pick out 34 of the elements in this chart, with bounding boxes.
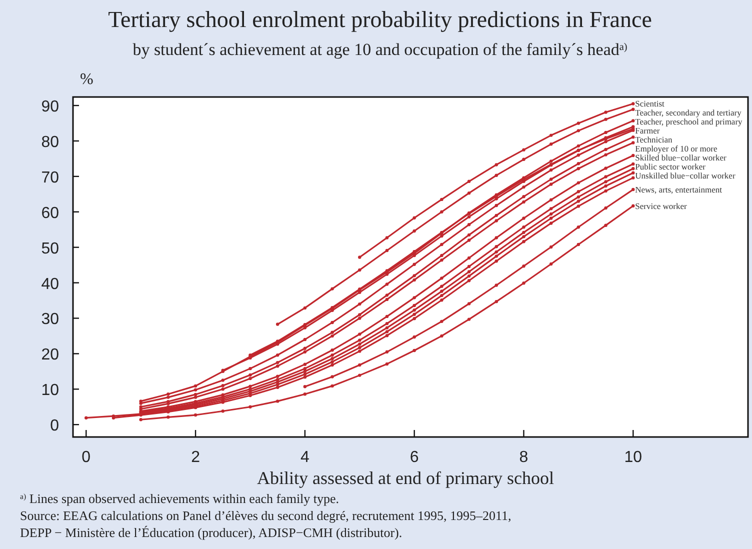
series-label: Technician xyxy=(635,134,674,145)
source-note: Source: EEAG calculations on Panel d’élèves du second degré, recrutement 1995, 1995–2011, xyxy=(20,508,512,523)
series-label: Public sector worker xyxy=(635,162,706,172)
y-tick-label: 60 xyxy=(41,204,60,222)
y-tick-label: 80 xyxy=(41,134,60,151)
series-label: Farmer xyxy=(635,126,660,136)
chart-title: Tertiary school enrolment probability predictions in France xyxy=(108,7,652,32)
x-tick-label: 4 xyxy=(300,449,310,466)
x-tick-label: 2 xyxy=(191,449,200,466)
series-label: News, arts, entertainment xyxy=(635,184,723,195)
y-tick-label: 30 xyxy=(41,311,60,328)
series-label: Employer of 10 or more xyxy=(635,144,718,154)
series-label: Skilled blue−collar worker xyxy=(635,152,726,163)
x-tick-label: 6 xyxy=(410,449,419,466)
text: $^{a)}$ Lines span observed achievements within each family type. xyxy=(20,491,340,506)
series-label: Unskilled blue−collar worker xyxy=(635,170,736,181)
y-tick-label: 70 xyxy=(41,169,60,186)
series-label: Service worker xyxy=(635,200,687,211)
y-tick-label: 90 xyxy=(41,98,60,116)
series-label: Scientist xyxy=(635,98,666,109)
y-tick-label: 10 xyxy=(41,382,60,400)
x-tick-label: 0 xyxy=(82,449,91,466)
chart-subtitle: by student´s achievement at age 10 and occupation of the family´s head$^{a)}$ xyxy=(132,40,628,59)
y-tick-label: 50 xyxy=(41,240,60,258)
y-tick-label: 40 xyxy=(41,276,60,293)
x-axis-title: Ability assessed at end of primary school xyxy=(257,468,554,488)
y-tick-label: 20 xyxy=(41,346,60,364)
y-axis-title: % xyxy=(80,71,94,88)
x-tick-label: 10 xyxy=(624,449,642,466)
series-label: Teacher, secondary and tertiary xyxy=(635,108,742,118)
text: DEPP − Ministère de l’Éducation (producer), ADISP−CMH (distributor). xyxy=(20,525,402,540)
series-label: Teacher, preschool and primary xyxy=(635,116,744,127)
x-tick-label: 8 xyxy=(519,449,528,466)
y-tick-label: 0 xyxy=(50,418,60,435)
